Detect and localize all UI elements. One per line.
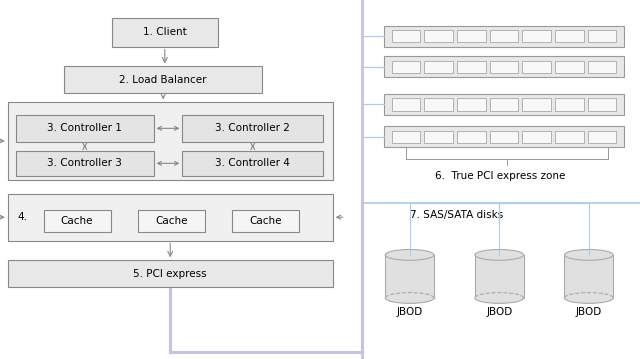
Bar — [564, 255, 613, 298]
Bar — [8, 260, 333, 287]
Text: 3. Controller 2: 3. Controller 2 — [216, 123, 290, 133]
Bar — [8, 194, 333, 241]
Ellipse shape — [475, 293, 524, 303]
Text: 7. SAS/SATA disks: 7. SAS/SATA disks — [410, 210, 503, 220]
Text: JBOD: JBOD — [396, 307, 423, 317]
Bar — [490, 98, 518, 111]
Bar — [555, 131, 584, 143]
Ellipse shape — [475, 250, 524, 260]
Ellipse shape — [385, 293, 434, 303]
Text: 1. Client: 1. Client — [143, 27, 187, 37]
Bar — [424, 131, 453, 143]
Bar — [392, 131, 420, 143]
Text: JBOD: JBOD — [486, 307, 513, 317]
Bar — [182, 115, 323, 142]
Bar — [385, 255, 434, 298]
Bar — [44, 210, 111, 232]
Bar — [555, 30, 584, 42]
Bar — [555, 61, 584, 73]
Bar — [522, 30, 551, 42]
Bar — [457, 131, 486, 143]
Bar — [457, 30, 486, 42]
Bar — [490, 131, 518, 143]
Ellipse shape — [564, 250, 613, 260]
Bar — [424, 98, 453, 111]
Bar — [384, 56, 624, 77]
Bar — [384, 26, 624, 47]
Bar — [522, 98, 551, 111]
Bar — [392, 98, 420, 111]
Bar — [64, 66, 262, 93]
Text: JBOD: JBOD — [575, 307, 602, 317]
Text: 5. PCI express: 5. PCI express — [133, 269, 207, 279]
Bar — [490, 30, 518, 42]
Bar — [522, 61, 551, 73]
Bar — [588, 61, 616, 73]
Bar — [112, 18, 218, 47]
Text: Cache: Cache — [155, 216, 188, 226]
Bar — [16, 151, 154, 176]
Bar — [182, 151, 323, 176]
Text: 3. Controller 4: 3. Controller 4 — [216, 158, 290, 168]
Bar — [384, 126, 624, 147]
Bar — [384, 94, 624, 115]
Text: 4.: 4. — [18, 212, 28, 222]
Bar — [424, 61, 453, 73]
Bar — [555, 98, 584, 111]
Bar — [8, 102, 333, 180]
Ellipse shape — [564, 293, 613, 303]
Bar — [424, 30, 453, 42]
Bar — [588, 98, 616, 111]
Bar — [475, 255, 524, 298]
Text: Cache: Cache — [61, 216, 93, 226]
Text: 3. Controller 3: 3. Controller 3 — [47, 158, 122, 168]
Bar — [588, 30, 616, 42]
Bar — [392, 61, 420, 73]
Bar — [457, 98, 486, 111]
Bar — [588, 131, 616, 143]
Bar — [232, 210, 299, 232]
Text: 6.  True PCI express zone: 6. True PCI express zone — [435, 171, 566, 181]
Text: 3. Controller 1: 3. Controller 1 — [47, 123, 122, 133]
Bar — [392, 30, 420, 42]
Bar — [16, 115, 154, 142]
Bar — [490, 61, 518, 73]
Text: 2. Load Balancer: 2. Load Balancer — [120, 75, 207, 85]
Bar — [138, 210, 205, 232]
Text: Cache: Cache — [249, 216, 282, 226]
Bar — [522, 131, 551, 143]
Bar — [457, 61, 486, 73]
Ellipse shape — [385, 250, 434, 260]
